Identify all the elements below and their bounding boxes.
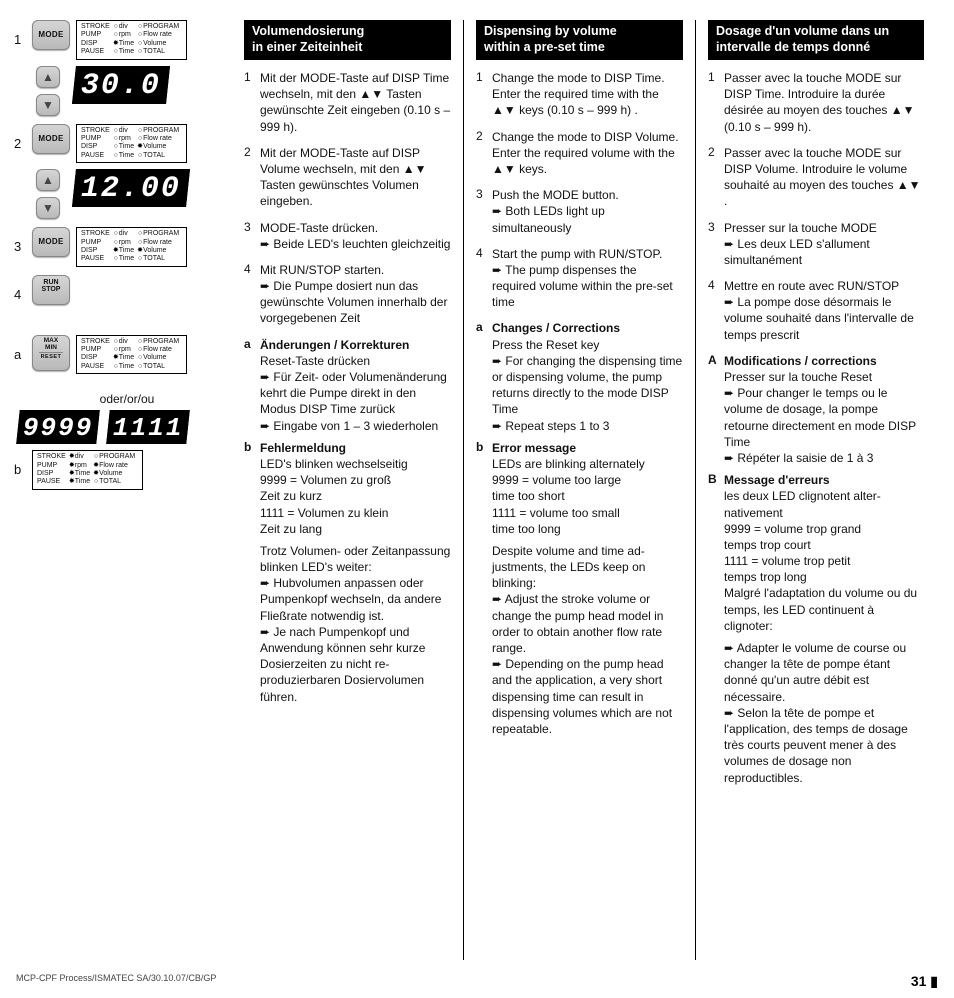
step: 3MODE-Taste drücken. ➨ Beide LED's leuch…: [244, 220, 451, 252]
row-label: b: [14, 450, 32, 477]
step: 1Mit der MODE-Taste auf DISP Time wechse…: [244, 70, 451, 135]
row-label: 4: [14, 275, 32, 302]
steps-fr: 1Passer avec la touche MODE sur DISP Tim…: [708, 70, 924, 343]
column-fr: Dosage d'un volume dans un intervalle de…: [696, 20, 928, 960]
run-stop-button[interactable]: RUN STOP: [32, 275, 70, 305]
tail-en: Despite volume and time ad­justments, th…: [492, 543, 683, 737]
col-title-en: Dispensing by volume within a pre-set ti…: [476, 20, 683, 60]
step: 1Passer avec la touche MODE sur DISP Tim…: [708, 70, 924, 135]
down-arrow-button[interactable]: ▼: [36, 197, 60, 219]
steps-en: 1Change the mode to DISP Time. Enter the…: [476, 70, 683, 310]
down-arrow-button[interactable]: ▼: [36, 94, 60, 116]
or-label: oder/or/ou: [32, 392, 222, 406]
row-label: 3: [14, 227, 32, 254]
mode-button[interactable]: MODE: [32, 227, 70, 257]
illustration-column: 1 MODE STROKEdivPROGRAMPUMPrpmFlow rateD…: [14, 20, 232, 960]
tail-fr: ➨ Adapter le volume de course ou changer…: [724, 640, 924, 786]
page-number: 31 ▮: [911, 973, 938, 990]
row-label: 2: [14, 124, 32, 151]
step: 3Push the MODE button. ➨ Both LEDs light…: [476, 187, 683, 236]
led-panel-b: STROKEdivPROGRAMPUMPrpmFlow rateDISPTime…: [32, 450, 143, 490]
row-label: 1: [14, 20, 32, 47]
led-panel-2: STROKEdivPROGRAMPUMPrpmFlow rateDISPTime…: [76, 124, 187, 164]
reset-button[interactable]: MAX MIN RESET: [32, 335, 70, 371]
mode-button[interactable]: MODE: [32, 20, 70, 50]
led-panel-1: STROKEdivPROGRAMPUMPrpmFlow rateDISPTime…: [76, 20, 187, 60]
step: 1Change the mode to DISP Time. Enter the…: [476, 70, 683, 119]
lcd-display-1: 30.0: [72, 66, 170, 104]
step: 4Mettre en route avec RUN/STOP ➨ La pomp…: [708, 278, 924, 343]
column-en: Dispensing by volume within a pre-set ti…: [464, 20, 696, 960]
step: 4Start the pump with RUN/STOP. ➨ The pum…: [476, 246, 683, 311]
step: 3Presser sur la touche MODE ➨ Les deux L…: [708, 220, 924, 269]
column-de: Volumendosierung in einer Zeiteinheit 1M…: [232, 20, 464, 960]
up-arrow-button[interactable]: ▲: [36, 169, 60, 191]
up-arrow-button[interactable]: ▲: [36, 66, 60, 88]
page-footer: MCP-CPF Process/ISMATEC SA/30.10.07/CB/G…: [16, 973, 938, 990]
col-title-fr: Dosage d'un volume dans un intervalle de…: [708, 20, 924, 60]
row-label: a: [14, 335, 32, 362]
led-panel-a: STROKEdivPROGRAMPUMPrpmFlow rateDISPTime…: [76, 335, 187, 375]
led-panel-3: STROKEdivPROGRAMPUMPrpmFlow rateDISPTime…: [76, 227, 187, 267]
mode-button[interactable]: MODE: [32, 124, 70, 154]
step: 2Passer avec la touche MODE sur DISP Vol…: [708, 145, 924, 210]
step: 4Mit RUN/STOP starten. ➨ Die Pumpe dosie…: [244, 262, 451, 327]
step: 2Mit der MODE-Taste auf DISP Volume wech…: [244, 145, 451, 210]
tail-de: Trotz Volumen- oder Zeitan­passung blink…: [260, 543, 451, 705]
lcd-display-2: 12.00: [72, 169, 190, 207]
error-lcds: 9999 1111: [18, 410, 222, 444]
footer-left: MCP-CPF Process/ISMATEC SA/30.10.07/CB/G…: [16, 973, 216, 990]
col-title-de: Volumendosierung in einer Zeiteinheit: [244, 20, 451, 60]
steps-de: 1Mit der MODE-Taste auf DISP Time wechse…: [244, 70, 451, 327]
step: 2Change the mode to DISP Volume. Enter t…: [476, 129, 683, 178]
